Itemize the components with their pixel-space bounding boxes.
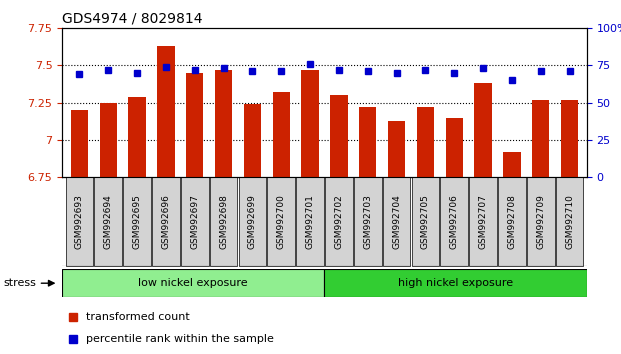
Bar bbox=[503, 152, 520, 177]
Text: GSM992695: GSM992695 bbox=[132, 194, 142, 249]
Bar bbox=[157, 46, 175, 177]
Bar bbox=[62, 269, 324, 297]
Bar bbox=[383, 177, 410, 266]
Text: GSM992707: GSM992707 bbox=[479, 194, 487, 249]
Text: GSM992710: GSM992710 bbox=[565, 194, 574, 249]
Bar bbox=[296, 177, 324, 266]
Bar bbox=[129, 97, 146, 177]
Bar bbox=[66, 177, 93, 266]
Bar bbox=[498, 177, 526, 266]
Text: GSM992706: GSM992706 bbox=[450, 194, 459, 249]
Text: percentile rank within the sample: percentile rank within the sample bbox=[86, 334, 274, 344]
Bar bbox=[532, 100, 550, 177]
Bar bbox=[268, 177, 295, 266]
Text: GSM992709: GSM992709 bbox=[536, 194, 545, 249]
Bar bbox=[301, 70, 319, 177]
Bar bbox=[359, 107, 376, 177]
Bar bbox=[325, 177, 353, 266]
Text: GSM992697: GSM992697 bbox=[190, 194, 199, 249]
Bar bbox=[412, 177, 439, 266]
Bar bbox=[273, 92, 290, 177]
Bar bbox=[181, 177, 209, 266]
Bar bbox=[152, 177, 179, 266]
Bar bbox=[243, 104, 261, 177]
Bar bbox=[417, 107, 434, 177]
Text: GSM992705: GSM992705 bbox=[421, 194, 430, 249]
Text: GSM992698: GSM992698 bbox=[219, 194, 228, 249]
Text: GSM992708: GSM992708 bbox=[507, 194, 517, 249]
Bar bbox=[354, 177, 381, 266]
Text: GDS4974 / 8029814: GDS4974 / 8029814 bbox=[62, 12, 202, 26]
Bar bbox=[440, 177, 468, 266]
Bar bbox=[186, 73, 203, 177]
Text: GSM992696: GSM992696 bbox=[161, 194, 170, 249]
Text: GSM992704: GSM992704 bbox=[392, 194, 401, 249]
Text: GSM992694: GSM992694 bbox=[104, 194, 113, 249]
Text: GSM992702: GSM992702 bbox=[334, 194, 343, 249]
Text: GSM992693: GSM992693 bbox=[75, 194, 84, 249]
Bar bbox=[445, 118, 463, 177]
Text: stress: stress bbox=[3, 278, 36, 288]
Bar bbox=[99, 103, 117, 177]
Text: high nickel exposure: high nickel exposure bbox=[398, 278, 513, 288]
Bar bbox=[388, 120, 405, 177]
Text: GSM992703: GSM992703 bbox=[363, 194, 372, 249]
Bar bbox=[94, 177, 122, 266]
Text: low nickel exposure: low nickel exposure bbox=[138, 278, 248, 288]
Text: GSM992701: GSM992701 bbox=[306, 194, 315, 249]
Bar bbox=[238, 177, 266, 266]
Bar bbox=[123, 177, 151, 266]
Bar bbox=[469, 177, 497, 266]
Bar bbox=[71, 110, 88, 177]
Bar bbox=[474, 83, 492, 177]
Bar bbox=[210, 177, 237, 266]
Bar bbox=[330, 95, 348, 177]
Text: GSM992699: GSM992699 bbox=[248, 194, 257, 249]
Text: transformed count: transformed count bbox=[86, 312, 189, 322]
Bar bbox=[324, 269, 587, 297]
Text: GSM992700: GSM992700 bbox=[277, 194, 286, 249]
Bar bbox=[527, 177, 555, 266]
Bar bbox=[556, 177, 583, 266]
Bar bbox=[215, 70, 232, 177]
Bar bbox=[561, 100, 578, 177]
